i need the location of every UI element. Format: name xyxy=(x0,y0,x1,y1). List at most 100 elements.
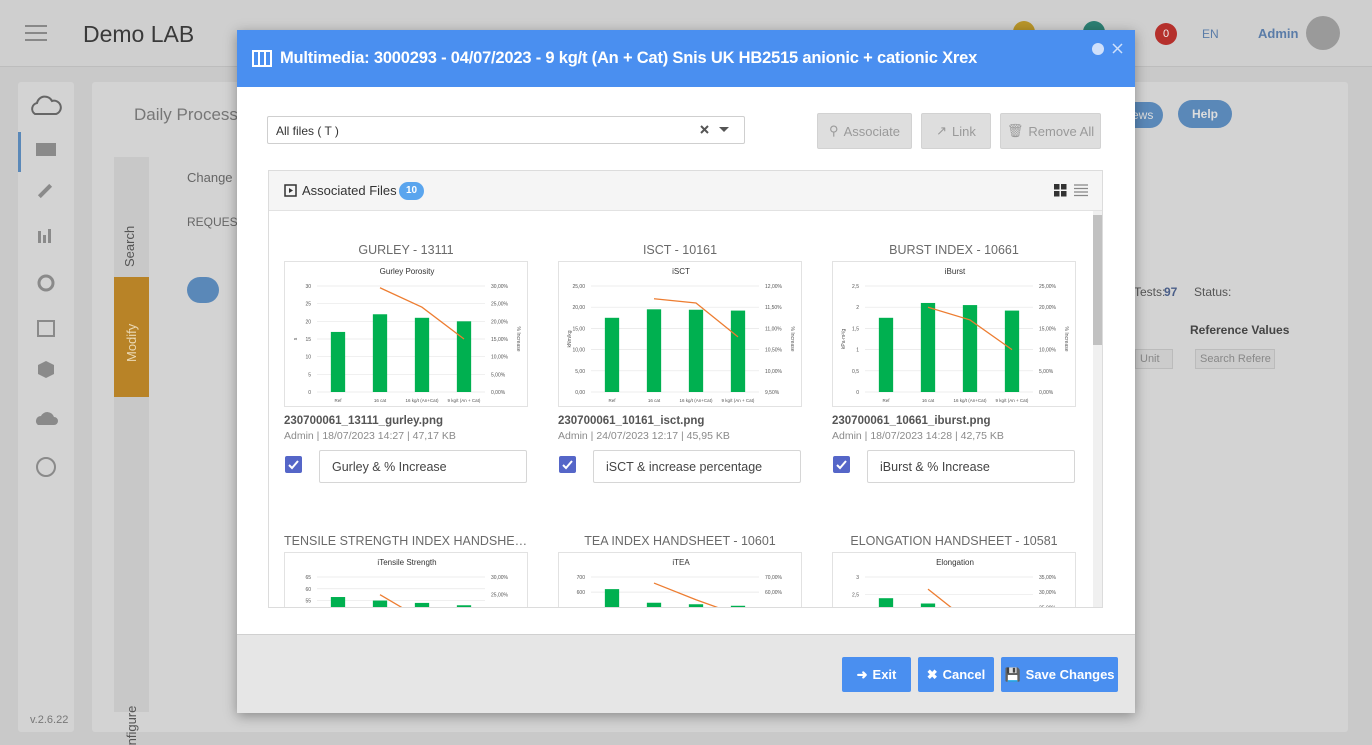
preview-title: iSCT xyxy=(672,267,690,276)
bar xyxy=(647,603,661,607)
y2-tick-label: 30,00% xyxy=(491,575,509,581)
file-name: 230700061_10161_isct.png xyxy=(558,415,802,427)
save-button[interactable]: 💾Save Changes xyxy=(1001,657,1118,692)
nav-icons[interactable] xyxy=(34,407,58,487)
remove-all-button[interactable]: 🗑Remove All xyxy=(1000,113,1101,149)
y2-tick-label: 11,00% xyxy=(765,326,782,332)
y2-tick-label: 9,50% xyxy=(765,390,780,396)
file-title: TENSILE STRENGTH INDEX HANDSHEET - ... xyxy=(284,534,528,552)
language[interactable]: EN xyxy=(1202,27,1219,41)
x-tick-label: 16 cat xyxy=(922,398,935,403)
modify-tab[interactable]: Modify xyxy=(124,324,139,362)
y-tick-label: 0,5 xyxy=(852,369,859,375)
bar xyxy=(373,314,387,392)
description-input[interactable]: iBurst & % Increase xyxy=(867,450,1075,483)
avatar[interactable] xyxy=(1306,16,1340,50)
change-tab[interactable]: Change F xyxy=(187,170,244,185)
exit-button[interactable]: ➜Exit xyxy=(842,657,911,692)
modal-footer: ➜Exit ✖Cancel 💾Save Changes xyxy=(237,634,1135,713)
bar xyxy=(879,598,893,607)
checkbox[interactable] xyxy=(285,456,302,473)
y-tick-label: 20,00 xyxy=(572,305,585,311)
y2-tick-label: 20,00% xyxy=(491,319,509,325)
file-card: ISCT - 10161iSCT0,005,0010,0015,0020,002… xyxy=(558,243,802,492)
configure-tab[interactable]: Configure xyxy=(124,706,139,745)
brand: Demo LAB xyxy=(83,21,194,48)
bar xyxy=(1005,311,1019,392)
y2-axis-label: % Increase xyxy=(515,326,521,351)
reference-search[interactable]: Search Refere xyxy=(1195,349,1275,369)
x-tick-label: 9 kg/t (An + Cat) xyxy=(722,398,755,403)
y2-tick-label: 25,00% xyxy=(491,593,509,599)
menu-icon[interactable] xyxy=(25,25,47,41)
y-tick-label: 10 xyxy=(305,355,311,361)
help-button[interactable]: Help xyxy=(1178,100,1232,128)
check-mark xyxy=(833,456,850,473)
view-toggle[interactable] xyxy=(1054,184,1090,197)
y2-tick-label: 25,00% xyxy=(1039,605,1057,607)
file-preview[interactable]: iBurst00,511,522,50,00%5,00%10,00%15,00%… xyxy=(832,261,1076,407)
file-preview[interactable]: iTEA70060070,00%60,00% xyxy=(558,552,802,607)
file-meta: Admin | 18/07/2023 14:28 | 42,75 KB xyxy=(832,430,1076,442)
y2-tick-label: 20,00% xyxy=(1039,305,1057,311)
scrollbar[interactable] xyxy=(1093,211,1102,607)
unit-search[interactable]: Unit xyxy=(1135,349,1173,369)
cancel-button[interactable]: ✖Cancel xyxy=(918,657,994,692)
y-axis-label: kNm/kg xyxy=(567,330,573,347)
file-name: 230700061_10661_iburst.png xyxy=(832,415,1076,427)
y-tick-label: 2,5 xyxy=(852,593,859,599)
status-label: Status: xyxy=(1194,285,1231,299)
bar xyxy=(879,318,893,392)
y2-axis-label: % Increase xyxy=(1063,326,1069,351)
print-button[interactable] xyxy=(187,277,219,303)
y2-tick-label: 30,00% xyxy=(491,284,509,290)
user-name[interactable]: Admin xyxy=(1258,26,1298,41)
panel-header: Associated Files 10 xyxy=(269,171,1102,211)
bar xyxy=(921,303,935,392)
file-title: ELONGATION HANDSHEET - 10581 xyxy=(832,534,1076,552)
file-preview[interactable]: iTensile Strength65605530,00%25,00% xyxy=(284,552,528,607)
filter-controls[interactable] xyxy=(699,124,731,136)
file-preview[interactable]: iSCT0,005,0010,0015,0020,0025,009,50%10,… xyxy=(558,261,802,407)
y2-tick-label: 0,00% xyxy=(1039,390,1054,396)
y2-tick-label: 12,00% xyxy=(765,284,783,290)
y-tick-label: 25,00 xyxy=(572,284,585,290)
y-tick-label: 30 xyxy=(305,284,311,290)
sidebar: v.2.6.22 xyxy=(18,82,74,732)
file-options: Gurley & % Increase xyxy=(284,452,528,492)
description-input[interactable]: Gurley & % Increase xyxy=(319,450,527,483)
file-options: iBurst & % Increase xyxy=(832,452,1076,492)
file-card: TENSILE STRENGTH INDEX HANDSHEET - ...iT… xyxy=(284,534,528,607)
description-input[interactable]: iSCT & increase percentage xyxy=(593,450,801,483)
files-grid: GURLEY - 13111Gurley Porosity05101520253… xyxy=(269,211,1093,607)
bar xyxy=(605,318,619,392)
link-button[interactable]: ↗Link xyxy=(921,113,991,149)
tests-count: 97 xyxy=(1164,285,1177,299)
y2-tick-label: 10,00% xyxy=(765,369,783,375)
notification-badge[interactable]: 0 xyxy=(1155,23,1177,45)
file-filter[interactable]: All files ( T ) xyxy=(267,116,745,144)
associate-button[interactable]: ⚲Associate xyxy=(817,113,912,149)
bar xyxy=(331,597,345,607)
file-meta: Admin | 18/07/2023 14:27 | 47,17 KB xyxy=(284,430,528,442)
x-tick-label: 16 kg/t (An+Cat) xyxy=(954,398,987,403)
play-icon xyxy=(284,184,297,197)
checkbox[interactable] xyxy=(559,456,576,473)
x-tick-label: 16 cat xyxy=(374,398,387,403)
y-tick-label: 10,00 xyxy=(572,348,585,354)
x-tick-label: Ref xyxy=(334,398,342,403)
checkbox[interactable] xyxy=(833,456,850,473)
y-tick-label: 1,5 xyxy=(852,326,859,332)
files-panel: Associated Files 10 GURLEY - 13111Gurley… xyxy=(268,170,1103,608)
tests-label: Tests: xyxy=(1134,285,1165,299)
search-tab[interactable]: Search xyxy=(122,226,137,267)
nav-icons[interactable] xyxy=(34,139,58,399)
file-card: BURST INDEX - 10661iBurst00,511,522,50,0… xyxy=(832,243,1076,492)
file-options: iSCT & increase percentage xyxy=(558,452,802,492)
file-preview[interactable]: Elongation32,535,00%30,00%25,00% xyxy=(832,552,1076,607)
link-label: Link xyxy=(952,124,976,139)
file-preview[interactable]: Gurley Porosity0510152025300,00%5,00%10,… xyxy=(284,261,528,407)
y-tick-label: 15 xyxy=(305,337,311,343)
header-controls[interactable] xyxy=(1092,42,1124,56)
bar xyxy=(605,589,619,607)
